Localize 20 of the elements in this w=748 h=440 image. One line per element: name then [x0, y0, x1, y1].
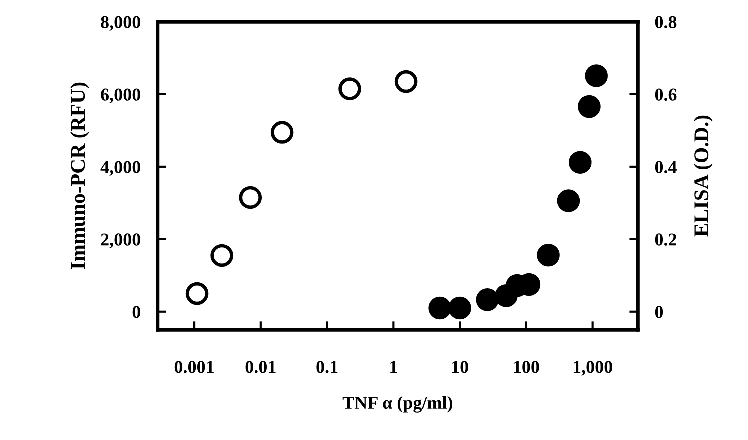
y2-tick-label: 0.2 — [655, 234, 677, 246]
x-tick-label: 10 — [452, 361, 468, 374]
y-tick-label: 8,000 — [101, 16, 140, 32]
x-tick-label: 0.01 — [246, 361, 276, 374]
y2-tick-label: 0.4 — [655, 161, 677, 174]
x-tick-label: 100 — [514, 361, 540, 374]
y2-tick-label: 0.8 — [655, 16, 677, 29]
y-tick-label: 0 — [132, 306, 140, 318]
x-tick-label: 0.1 — [316, 361, 338, 374]
y2-axis-title: ELISA (O.D.) — [694, 116, 713, 237]
y-tick-label: 6,000 — [101, 88, 140, 104]
x-tick-label: 1 — [390, 361, 398, 374]
x-tick-label: 0.001 — [174, 361, 214, 374]
x-tick-label: 1,000 — [574, 361, 612, 376]
x-axis-title: TNF α (pg/ml) — [342, 396, 452, 413]
y-tick-label: 2,000 — [101, 234, 140, 248]
y2-tick-label: 0 — [655, 306, 664, 318]
y-tick-label: 4,000 — [100, 161, 140, 176]
y2-tick-label: 0.6 — [655, 88, 677, 101]
y-axis-title: Immuno-PCR (RFU) — [70, 82, 90, 270]
